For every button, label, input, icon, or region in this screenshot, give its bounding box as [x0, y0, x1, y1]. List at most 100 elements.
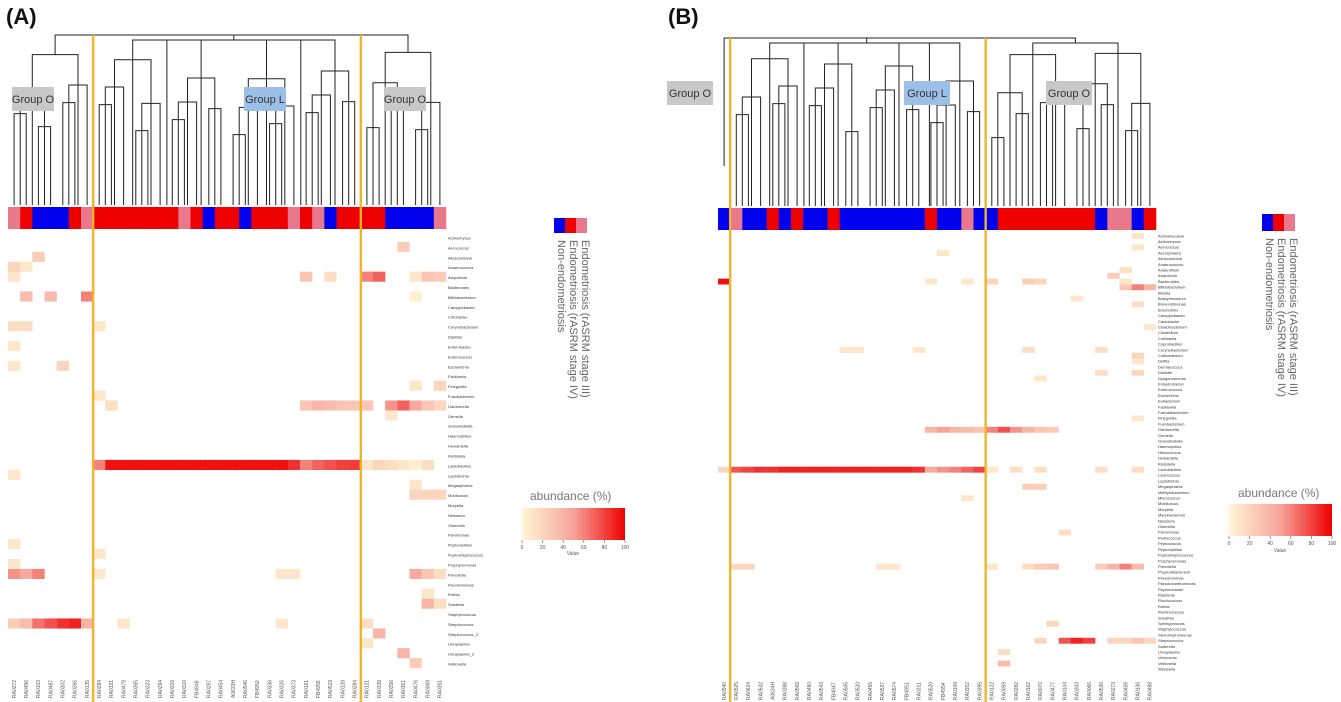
dendrogram-a	[13, 34, 441, 205]
heatmap-cell	[433, 271, 447, 282]
heatmap-cell	[1143, 637, 1157, 644]
legend-label-nonendo: Non-endometriosis	[555, 240, 567, 333]
taxon-label: Campylobacter	[448, 305, 476, 310]
group-o-right-label-a: Group O	[384, 94, 427, 106]
status-cell	[129, 207, 143, 229]
heatmap-cell	[985, 278, 999, 285]
heatmap-cell	[1070, 295, 1084, 302]
taxon-label: Facklamia	[448, 374, 467, 379]
heatmap-cell	[973, 426, 986, 433]
sample-label: RA0477	[1050, 682, 1056, 700]
heatmap-cell	[397, 459, 410, 471]
group-o-left-label-b: Group O	[669, 88, 712, 100]
status-cell	[1083, 208, 1096, 230]
taxon-label: Mobiluncus	[1158, 501, 1178, 506]
heatmap-cell	[1143, 324, 1157, 331]
heatmap-cell	[1034, 483, 1047, 490]
heatmap-cell	[336, 400, 349, 411]
heatmap-cell	[1022, 278, 1035, 285]
taxon-label: Streptococcus	[448, 622, 473, 627]
heatmap-cell	[1034, 637, 1047, 644]
heatmap-cell	[1095, 369, 1108, 376]
heatmap-cell	[1131, 369, 1145, 376]
heatmap-cell	[924, 466, 938, 473]
status-cell	[421, 207, 435, 229]
taxon-label: Enterobacter	[448, 344, 472, 349]
status-cell	[778, 208, 792, 230]
group-l-label-a: Group L	[245, 94, 285, 106]
heatmap-cell	[985, 563, 999, 570]
status-cell	[851, 208, 865, 230]
heatmap-cell	[997, 426, 1011, 433]
taxon-label: Sneathia	[1158, 615, 1175, 620]
colorbar-gradient-a	[522, 508, 625, 540]
status-cell	[360, 207, 374, 229]
heatmap-cell	[44, 291, 57, 302]
heatmap-cell	[105, 459, 118, 471]
group-o-right-label-b: Group O	[1048, 88, 1091, 100]
taxon-label: Haemophilus	[1158, 444, 1181, 449]
heatmap-cell	[300, 271, 313, 282]
dendrogram-branch	[31, 54, 79, 205]
sample-label: RA0480	[807, 682, 813, 700]
status-cell	[1034, 208, 1047, 230]
status-cell	[1058, 208, 1072, 230]
taxon-label: Gardnerella	[448, 404, 470, 409]
taxon-label: Bifidobacterium	[448, 295, 476, 300]
legend-swatch-stage12	[565, 218, 576, 233]
sample-labels-a: RA0272 RA0456 RA0103 RA0487 RA0302 RA0266 RA01…	[12, 680, 444, 698]
heatmap-cell	[239, 459, 252, 471]
status-bar-a	[8, 207, 447, 229]
heatmap-cell	[166, 459, 179, 471]
taxon-label: Ureaplasma	[448, 642, 470, 647]
heatmap-cell	[924, 426, 938, 433]
heatmap-cell	[20, 618, 33, 629]
heatmap-cell	[32, 568, 45, 580]
status-cell	[730, 208, 743, 230]
taxon-label: Enterococcus	[1158, 387, 1182, 392]
heatmap-cell	[409, 291, 422, 302]
sample-label: RA0161	[304, 680, 310, 698]
taxon-label: Lactobacillus	[448, 463, 471, 468]
heatmap-cell	[8, 539, 21, 550]
heatmap-cell	[385, 459, 398, 471]
heatmap-cell	[81, 291, 94, 302]
heatmap-cell	[312, 459, 325, 471]
status-cell	[1095, 208, 1108, 230]
taxon-label: Blautia	[1158, 290, 1171, 295]
sample-label: RA0294	[158, 680, 164, 698]
taxon-label: Porphyromonas	[448, 562, 476, 567]
status-cell	[20, 207, 33, 229]
taxon-label: Olsenella	[448, 523, 465, 528]
status-cell	[287, 207, 301, 229]
taxon-label: Peptostreptococcus	[448, 553, 483, 558]
taxon-label: Micrococcus	[1158, 496, 1180, 501]
group-l-box-a	[244, 87, 286, 111]
heatmap-cell	[803, 466, 816, 473]
taxon-label: Megasphaera	[1158, 484, 1183, 489]
taxon-label: Atopobium	[1158, 273, 1178, 278]
heatmap-cell	[421, 489, 435, 500]
sample-label: RA0546	[243, 680, 249, 698]
legend-swatch-stage12-b	[1273, 214, 1284, 231]
sample-label: RA0066	[1087, 682, 1093, 700]
heatmap-cell	[397, 241, 410, 253]
dendrogram-branch	[384, 51, 432, 205]
sample-label: RA0519	[328, 680, 334, 698]
taxon-label: Peptostreptococcus	[1158, 553, 1193, 558]
heatmap-cell	[864, 466, 877, 473]
sample-label: RA0395	[977, 682, 983, 700]
taxon-label: Sphingomonas	[1158, 621, 1185, 626]
taxon-label: Dysgonomonas	[1158, 376, 1186, 381]
sample-label: RA0103	[36, 680, 42, 698]
status-cell	[166, 207, 179, 229]
taxon-label: Pediococcus	[1158, 535, 1181, 540]
heatmap-cell	[1095, 563, 1108, 570]
heatmap-panel-b: ActinobaculumActinomycesAerococcusAerosp…	[667, 37, 1336, 702]
heatmap-cell	[973, 466, 986, 473]
heatmap-cell	[851, 466, 865, 473]
sample-label: RA0284	[353, 680, 359, 698]
colorbar-tick-label: 60	[581, 545, 587, 551]
status-cell	[263, 207, 276, 229]
heatmap-cell	[1034, 426, 1047, 433]
